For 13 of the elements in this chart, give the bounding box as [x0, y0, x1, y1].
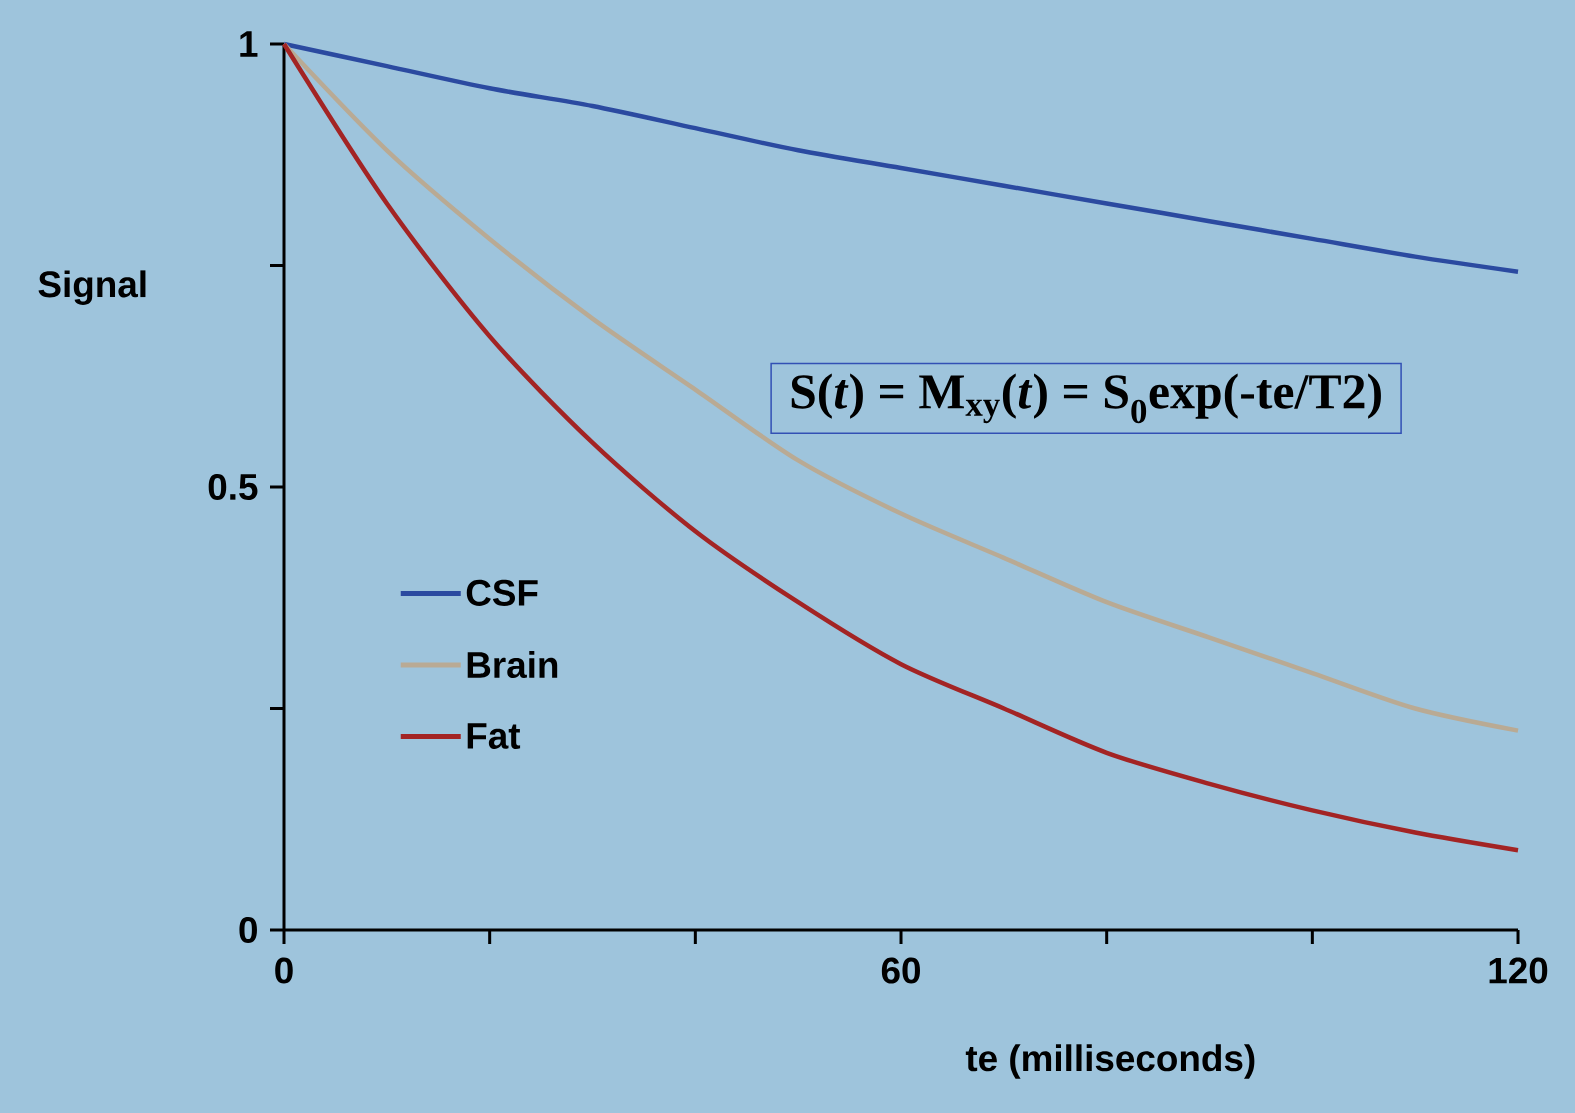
- legend-label: Brain: [467, 651, 558, 679]
- y-tick-label: 0: [239, 916, 257, 944]
- legend-label: CSF: [466, 579, 538, 606]
- y-tick-label: 0.5: [208, 473, 258, 501]
- x-tick-label: 60: [881, 957, 920, 984]
- text: S(t) = M$_{xy}$(t) = S$_{0}$exp(-te/T2): [791, 373, 1381, 424]
- legend-label: Fat: [467, 723, 521, 749]
- x-tick-label: 0: [275, 957, 293, 984]
- x-tick-label: 120: [1489, 957, 1548, 984]
- y-tick-label: 1: [240, 31, 258, 57]
- y-axis-title: Signal: [38, 270, 146, 305]
- line-series: [281, 41, 1521, 274]
- x-axis-title: te (milliseconds): [965, 1044, 1255, 1079]
